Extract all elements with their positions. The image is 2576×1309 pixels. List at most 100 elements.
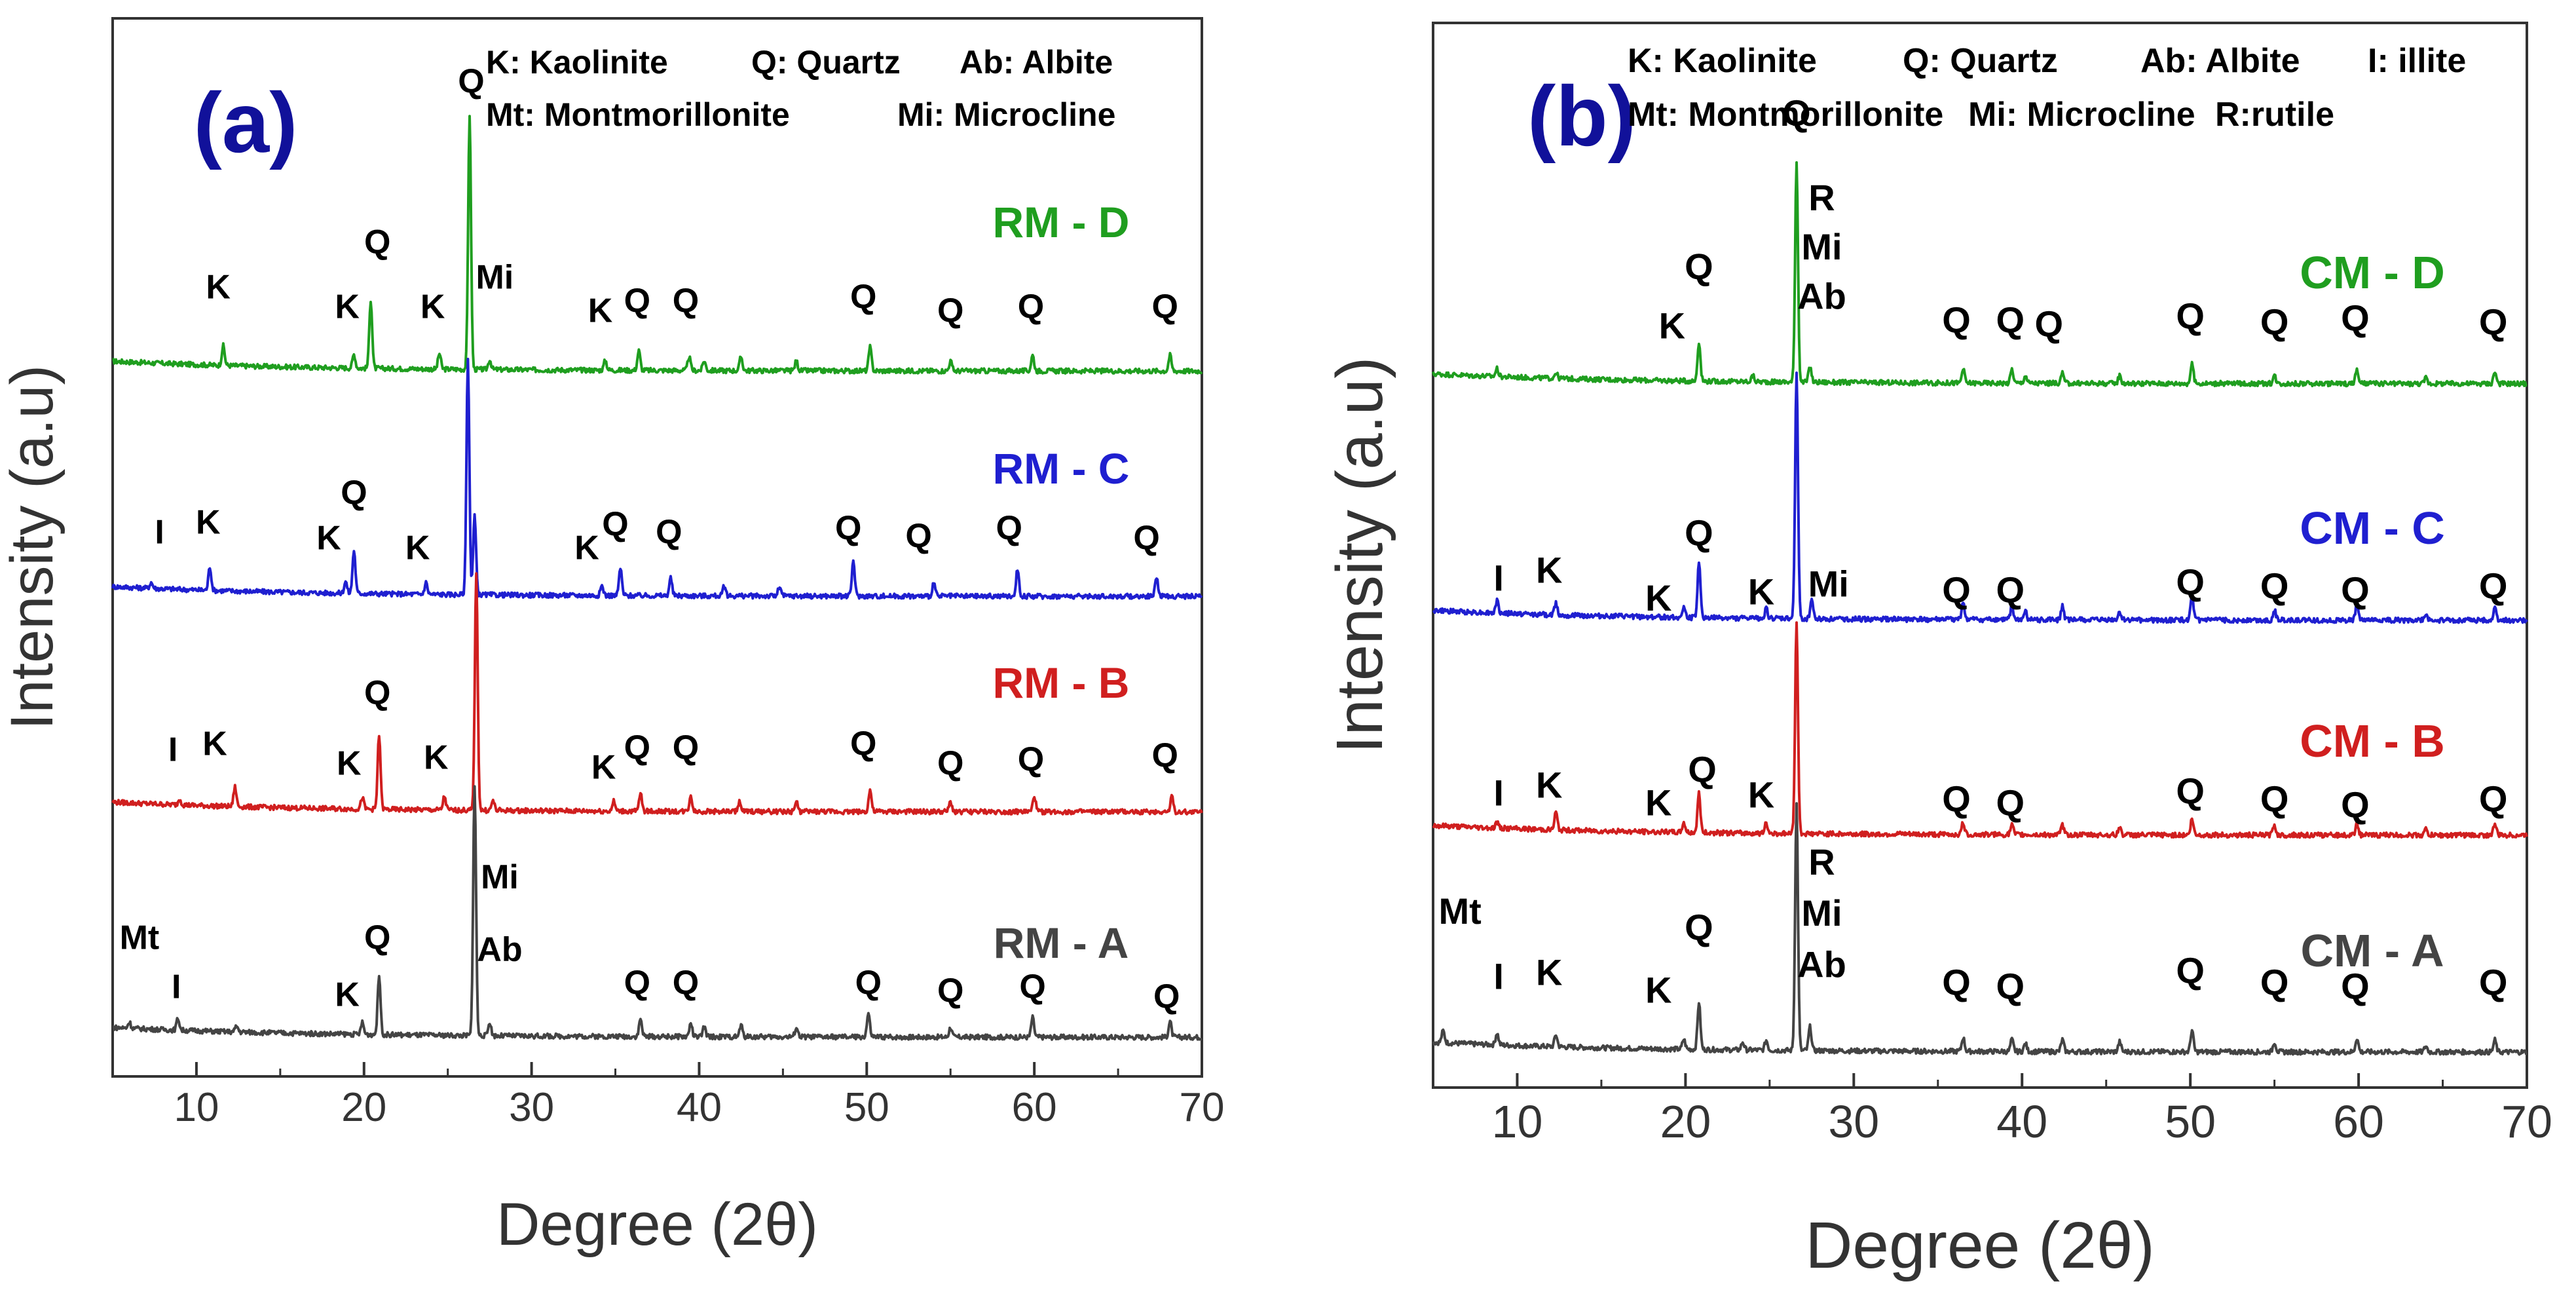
series-line xyxy=(112,115,1203,375)
peak-annotation: Q xyxy=(2479,301,2508,342)
legend-entry: Mi: Microcline xyxy=(897,96,1115,133)
peak-annotation: Q xyxy=(624,282,650,320)
peak-annotation: Mi xyxy=(476,259,513,297)
peak-annotation: Q xyxy=(855,964,882,1002)
peak-annotation: R xyxy=(1808,841,1835,882)
x-tick-label: 20 xyxy=(341,1085,386,1130)
peak-annotation: Q xyxy=(2260,962,2289,1003)
peak-annotation: Q xyxy=(2176,770,2205,812)
peak-annotation: Q xyxy=(1685,512,1713,553)
peak-annotation: Q xyxy=(1782,92,1811,133)
peak-annotation: Q xyxy=(835,510,861,548)
peak-annotation: Q xyxy=(2260,778,2289,820)
series-label: RM - C xyxy=(993,444,1130,493)
series-label: RM - B xyxy=(993,658,1130,707)
peak-annotation: I xyxy=(172,968,181,1006)
peak-annotation: Q xyxy=(1018,740,1044,778)
peak-annotation: Q xyxy=(458,63,484,101)
peak-annotation: Q xyxy=(1151,736,1178,774)
peak-annotation: K xyxy=(202,725,227,763)
peak-annotation: K xyxy=(206,269,231,307)
peak-annotation: K xyxy=(1536,550,1562,591)
x-tick-label: 70 xyxy=(2501,1096,2552,1147)
peak-annotation: K xyxy=(1659,305,1685,346)
peak-annotation: Q xyxy=(1996,299,2025,340)
peak-annotation: Q xyxy=(2341,569,2370,611)
peak-annotation: Q xyxy=(673,729,699,767)
x-tick-label: 60 xyxy=(1012,1085,1057,1130)
x-tick-label: 10 xyxy=(174,1085,219,1130)
peak-annotation: Q xyxy=(602,506,628,544)
peak-annotation: Q xyxy=(905,518,931,556)
peak-annotation: Q xyxy=(1685,906,1713,947)
peak-annotation: Q xyxy=(1018,288,1044,326)
peak-annotation: K xyxy=(196,504,221,542)
peak-annotation: K xyxy=(420,288,445,326)
legend-entry: Mt: Montmorillonite xyxy=(1628,96,1943,134)
x-tick-label: 50 xyxy=(844,1085,889,1130)
peak-annotation: K xyxy=(1748,774,1774,816)
peak-annotation: Q xyxy=(2479,778,2508,820)
peak-annotation: Ab xyxy=(477,931,522,969)
legend-entry: K: Kaolinite xyxy=(486,44,668,81)
peak-annotation: Q xyxy=(1996,966,2025,1007)
series-label: CM - C xyxy=(2300,503,2445,554)
legend-entry: Q: Quartz xyxy=(751,44,901,81)
y-axis-label: Intensity (a.u) xyxy=(1323,357,1396,754)
peak-annotation: I xyxy=(1493,558,1504,599)
peak-annotation: K xyxy=(335,288,360,326)
peak-annotation: Q xyxy=(1942,299,1971,340)
peak-annotation: Q xyxy=(2479,565,2508,607)
peak-annotation: Q xyxy=(1133,519,1159,557)
peak-annotation: Q xyxy=(1996,782,2025,824)
peak-annotation: Q xyxy=(1996,569,2025,611)
peak-annotation: Q xyxy=(624,964,650,1002)
peak-annotation: Q xyxy=(624,729,650,767)
peak-annotation: Q xyxy=(673,282,699,320)
peak-annotation: Mi xyxy=(1801,892,1842,934)
peak-annotation: Q xyxy=(341,474,367,512)
peak-annotation: Ab xyxy=(1797,275,1846,316)
peak-annotation: Q xyxy=(1019,968,1045,1006)
peak-annotation: K xyxy=(1645,782,1671,824)
x-tick-label: 30 xyxy=(1828,1096,1879,1147)
peak-annotation: Q xyxy=(937,972,963,1010)
peak-annotation: K xyxy=(316,519,341,557)
panel-label: (b) xyxy=(1527,68,1636,164)
peak-annotation: K xyxy=(337,744,362,782)
peak-annotation: K xyxy=(405,529,430,567)
peak-annotation: Q xyxy=(1153,977,1180,1015)
peak-annotation: Q xyxy=(1942,962,1971,1003)
peak-annotation: Q xyxy=(937,744,963,782)
peak-annotation: Q xyxy=(937,292,963,330)
peak-annotation: Mt xyxy=(120,919,160,957)
legend-entry: Mi: Microcline xyxy=(1968,96,2195,134)
peak-annotation: Q xyxy=(2341,966,2370,1007)
legend-entry: Q: Quartz xyxy=(1903,42,2058,80)
peak-annotation: Mi xyxy=(481,858,519,896)
peak-annotation: K xyxy=(588,292,613,330)
peak-annotation: Q xyxy=(1942,778,1971,820)
peak-annotation: Q xyxy=(673,964,699,1002)
peak-annotation: K xyxy=(1748,571,1774,613)
x-tick-label: 70 xyxy=(1180,1085,1225,1130)
peak-annotation: Q xyxy=(364,223,390,261)
peak-annotation: K xyxy=(1536,952,1562,993)
legend-entry: Mt: Montmorillonite xyxy=(486,96,790,133)
peak-annotation: Ab xyxy=(1797,943,1846,985)
series-line xyxy=(1432,161,2528,388)
peak-annotation: Q xyxy=(364,674,390,712)
peak-annotation: I xyxy=(1493,772,1504,814)
peak-annotation: K xyxy=(591,748,616,786)
legend-entry: K: Kaolinite xyxy=(1628,42,1817,80)
peak-annotation: Q xyxy=(850,725,876,763)
series-line xyxy=(111,358,1203,600)
series-label: RM - A xyxy=(994,919,1129,967)
series-line xyxy=(111,572,1203,816)
peak-annotation: Q xyxy=(2341,784,2370,825)
series-line xyxy=(1432,802,2528,1056)
peak-annotation: Q xyxy=(2479,962,2508,1003)
peak-annotation: I xyxy=(155,514,164,552)
x-tick-label: 20 xyxy=(1660,1096,1711,1147)
peak-annotation: Mi xyxy=(1808,563,1849,605)
